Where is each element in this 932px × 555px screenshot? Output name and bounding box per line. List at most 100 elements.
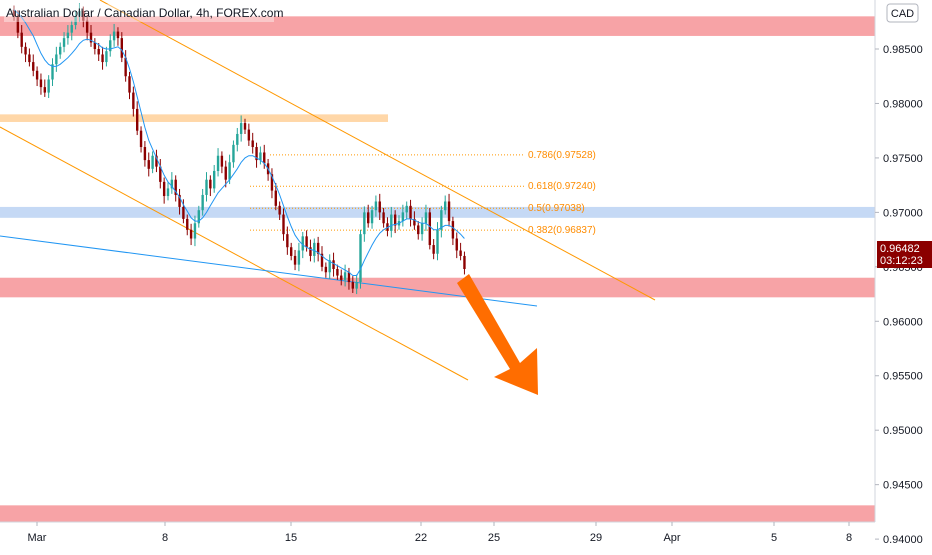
candle-body [305,236,308,248]
candle-body [197,210,200,224]
candle-body [55,54,58,65]
fib-label: 0.5(0.97038) [528,203,585,214]
candle-body [209,179,212,189]
candle-body [93,42,97,50]
candle-body [393,214,397,226]
fib-label: 0.382(0.96837) [528,225,596,236]
candle-body [455,238,458,251]
candle-body [59,46,62,55]
chart-title: Australian Dollar / Canadian Dollar, 4h,… [6,6,283,20]
candle-body [301,236,304,251]
candle-body [43,87,46,93]
candle-body [343,272,347,280]
last-price-countdown: 03:12:23 [880,255,923,267]
candle-body [243,123,247,130]
x-ticks: Mar 8 15 22 25 29 Apr 5 8 [28,522,852,544]
candle-body [459,250,462,256]
candle-body [128,76,131,93]
candle-body [428,212,431,246]
candle-body [286,234,289,248]
candle-body [78,10,81,17]
candle-body [359,234,362,283]
trend-line [0,235,538,307]
last-price-badge: 0.96482 03:12:23 [877,241,932,268]
candle-body [463,255,466,270]
candle-body [232,144,235,163]
candle-body [297,250,301,265]
candle-body [401,212,405,222]
y-tick-label: 0.94000 [883,534,923,546]
candle-body [316,242,320,254]
candle-body [101,54,104,63]
candle-body [166,188,170,197]
candle-body [136,108,139,131]
candle-body [270,174,274,191]
x-tick-label: 29 [590,532,602,544]
candle-body [417,225,420,235]
candle-body [124,57,127,77]
candle-body [162,181,166,197]
candle-body [320,253,324,267]
candle-body [116,31,120,39]
x-axis-panel[interactable] [0,522,932,550]
x-tick-label: Apr [663,532,680,544]
candle-body [374,201,378,211]
candle-body [351,282,354,289]
candle-body [247,129,251,141]
candle-body [409,205,412,219]
candle-body [16,16,20,33]
candle-body [420,223,424,235]
candle-body [186,218,189,230]
last-price-value: 0.96482 [880,243,920,255]
candle-body [201,194,204,211]
candle-body [170,179,174,189]
candle-body [451,221,455,239]
candle-body [228,162,231,180]
candle-body [66,32,70,39]
candle-body [39,79,43,88]
x-tick-label: 5 [771,532,777,544]
candle-body [147,160,150,169]
candle-body [432,245,435,254]
y-tick-label: 0.94500 [883,480,923,492]
candle-body [74,16,77,26]
y-axis-panel[interactable] [875,0,932,550]
candle-body [363,212,366,235]
candle-body [20,32,23,47]
candle-body [224,166,227,180]
candle-body [293,255,297,265]
fib-label: 0.618(0.97240) [528,181,596,192]
x-tick-label: 8 [846,532,852,544]
y-tick-label: 0.95500 [883,371,923,383]
candle-body [263,152,266,164]
candle-body [367,212,370,224]
lines-layer [0,0,656,381]
candle-body [309,247,312,256]
candle-body [236,133,239,145]
candle-body [355,282,358,289]
candle-body [178,194,181,207]
x-tick-label: 25 [488,532,500,544]
candle-body [444,201,447,211]
y-tick-label: 0.98500 [883,44,923,56]
candle-body [336,269,339,276]
zone-band [0,16,875,36]
candle-body [82,10,85,21]
legend-backdrop [4,4,274,22]
candle-body [328,260,331,273]
candle-body [24,46,27,55]
zones-layer [0,16,875,525]
candle-body [132,92,135,109]
channel-upper-line [99,0,656,301]
candle-body [139,130,143,148]
currency-badge[interactable] [886,3,919,23]
candle-body [35,70,39,80]
down-arrow-icon [457,274,538,395]
candle-body [151,155,154,169]
candle-body [255,147,258,161]
candle-body [440,210,443,230]
candle-body [370,210,374,224]
zone-band [0,277,875,298]
